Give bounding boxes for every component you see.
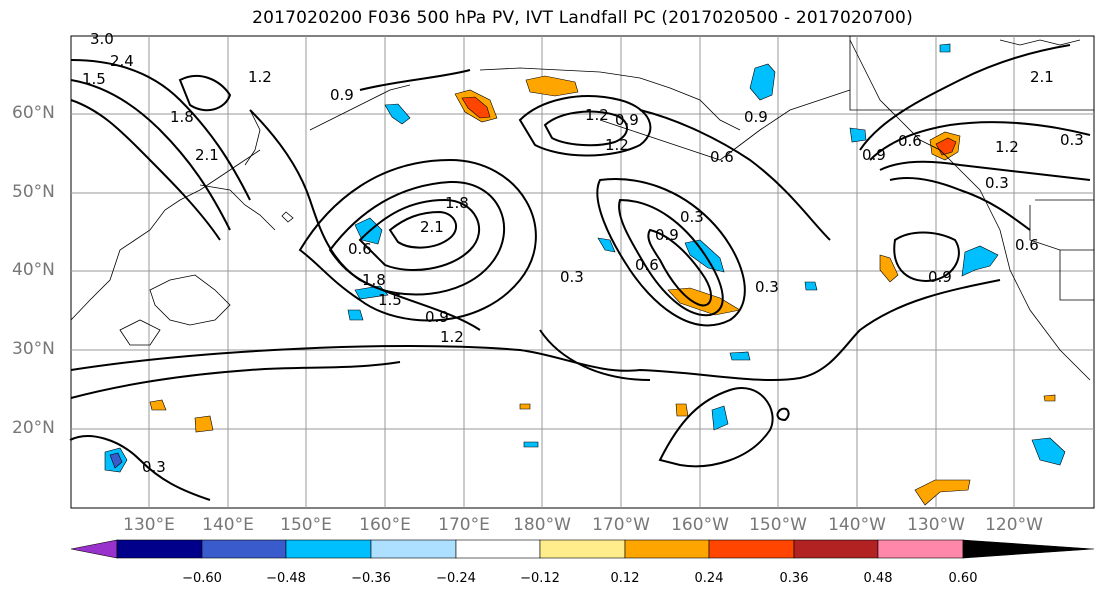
colorbar-segment [285,539,372,559]
lon-label: 140°W [828,515,886,535]
contour-label: 0.6 [710,148,734,166]
colorbar-segment [708,539,795,559]
contour-label: 0.3 [1060,131,1084,149]
lat-label: 60°N [12,103,55,123]
contour-label: 0.3 [755,278,779,296]
contour-label: 0.9 [425,308,449,326]
lon-label: 180°W [513,515,571,535]
colorbar-segment [116,539,203,559]
contour-label: 1.8 [170,108,194,126]
graticule [71,36,1094,508]
contour-label: 0.3 [560,268,584,286]
lon-label: 120°W [985,515,1043,535]
contour-label: 1.2 [440,328,464,346]
lat-label: 40°N [12,260,55,280]
colorbar-tick-label: −0.36 [351,571,391,586]
contour-label: 1.5 [82,70,106,88]
contour-label: 2.1 [1030,68,1054,86]
colorbar-segment [624,539,710,559]
contour-label: 0.9 [655,226,679,244]
lon-label: 150°E [280,515,332,535]
ivt-shading [104,43,1066,506]
contour-label: 0.6 [348,240,372,258]
contour-label: 0.3 [985,174,1009,192]
contour-label: 0.9 [928,268,952,286]
contour-label: 1.5 [378,291,402,309]
contour-label: 0.3 [680,208,704,226]
colorbar-segment [370,539,457,559]
colorbar-segment [539,539,626,559]
contour-label: 0.6 [898,132,922,150]
lon-label: 150°W [749,515,807,535]
lon-label: 170°E [438,515,490,535]
lon-label: 160°W [671,515,729,535]
contour-label: 1.2 [605,136,629,154]
contour-label: 2.4 [110,52,134,70]
colorbar-low-arrow [70,539,118,559]
colorbar-tick-label: −0.24 [436,571,476,586]
colorbar-segment [201,539,287,559]
map-title: 2017020200 F036 500 hPa PV, IVT Landfall… [252,8,913,28]
lat-label: 30°N [12,339,55,359]
colorbar-segment [793,539,879,559]
lat-label: 20°N [12,418,55,438]
colorbar-tick-label: −0.48 [266,571,306,586]
colorbar-high-arrow [962,539,1095,559]
lon-label: 140°E [202,515,254,535]
contour-label: 2.1 [195,146,219,164]
lon-label: 130°W [907,515,965,535]
colorbar-tick-label: 0.12 [610,571,640,586]
contour-label: 0.9 [330,86,354,104]
contour-label: 0.9 [862,146,886,164]
colorbar-tick-label: −0.12 [520,571,560,586]
colorbar-tick-label: 0.24 [694,571,724,586]
contour-label: 3.0 [90,30,114,48]
lon-label: 170°W [592,515,650,535]
colorbar-tick-label: 0.60 [948,571,978,586]
colorbar-segment [877,539,964,559]
lat-label: 50°N [12,182,55,202]
lon-label: 160°E [359,515,411,535]
pv-contours [69,44,1091,501]
contour-label: 2.1 [420,218,444,236]
contour-labels: 3.0 2.4 1.5 1.8 2.1 1.2 0.9 1.2 0.9 1.2 … [82,30,1084,476]
contour-label: 1.2 [995,138,1019,156]
contour-label: 0.9 [744,108,768,126]
contour-label: 0.6 [635,256,659,274]
contour-label: 0.6 [1015,236,1039,254]
lon-label: 130°E [123,515,175,535]
contour-label: 1.8 [445,194,469,212]
colorbar-tick-label: −0.60 [182,571,222,586]
contour-label: 0.9 [615,111,639,129]
colorbar-tick-label: 0.36 [779,571,809,586]
contour-label: 1.2 [585,106,609,124]
contour-label: 1.2 [248,68,272,86]
colorbar-tick-label: 0.48 [863,571,893,586]
contour-label: 1.8 [362,271,386,289]
contour-label: 0.3 [142,458,166,476]
coastlines [70,36,1094,381]
colorbar [70,539,1095,559]
colorbar-segment [455,539,541,559]
